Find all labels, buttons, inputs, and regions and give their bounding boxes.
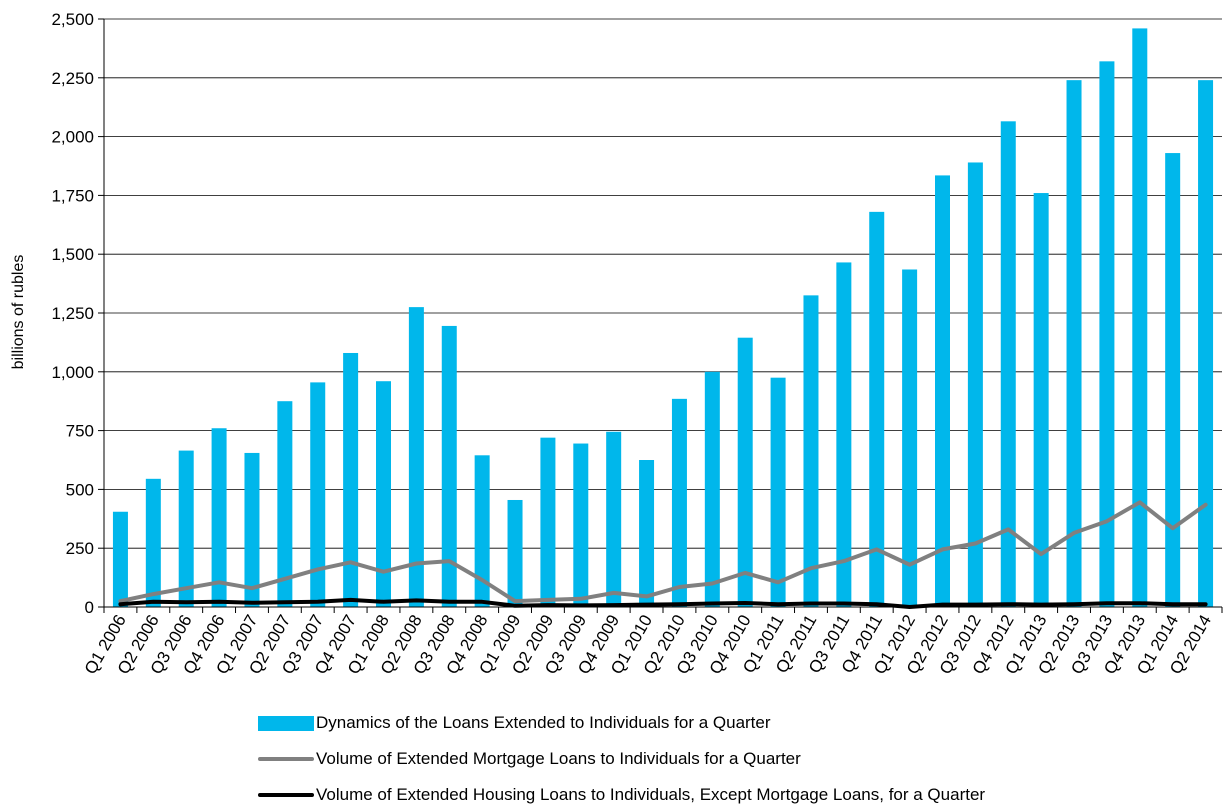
bar	[244, 452, 260, 607]
bar	[1066, 80, 1082, 608]
bar	[836, 262, 852, 607]
y-tick-label: 750	[66, 422, 94, 441]
bar	[145, 478, 161, 607]
bar	[1132, 28, 1148, 607]
bar	[277, 401, 293, 607]
bar	[606, 431, 622, 607]
bar	[770, 377, 786, 607]
mortgage-line	[118, 500, 1208, 604]
bar	[112, 511, 128, 607]
bar	[540, 437, 556, 607]
bar	[211, 428, 227, 607]
y-tick-label: 1,750	[51, 186, 94, 205]
y-tick-label: 1,250	[51, 304, 94, 323]
bar	[803, 295, 819, 607]
bar	[639, 460, 655, 607]
bar	[310, 382, 326, 607]
bar	[376, 381, 391, 607]
bar	[737, 337, 753, 607]
bar	[343, 352, 359, 607]
bar	[1198, 80, 1214, 608]
bar	[474, 455, 490, 607]
line-series	[118, 500, 1208, 609]
bar	[704, 371, 720, 607]
y-tick-label: 2,250	[51, 69, 94, 88]
bar	[507, 499, 523, 607]
axes	[98, 18, 1223, 613]
y-tick-label: 2,000	[51, 128, 94, 147]
housing-line	[118, 597, 1208, 609]
y-tick-label: 1,500	[51, 245, 94, 264]
bar	[408, 307, 424, 607]
bar	[1099, 61, 1115, 607]
bar	[935, 175, 950, 607]
y-tick-label: 2,500	[51, 10, 94, 29]
bar	[178, 450, 194, 607]
bar	[671, 398, 687, 607]
y-tick-label: 0	[85, 598, 94, 617]
y-tick-label: 1,000	[51, 363, 94, 382]
bar	[1000, 121, 1016, 607]
bar	[902, 269, 918, 607]
y-axis-label: billions of rubles	[10, 255, 27, 370]
bar	[967, 162, 983, 608]
y-tick-label: 500	[66, 480, 94, 499]
bar	[1033, 193, 1049, 607]
bar	[869, 211, 885, 607]
bar-series	[112, 28, 1214, 608]
bar	[1165, 153, 1181, 607]
y-tick-label: 250	[66, 539, 94, 558]
grid-lines	[104, 18, 1222, 549]
y-tick-labels: 0 250 500 750 1,000 1,250 1,500 1,750 2,000 2,250…	[51, 10, 94, 617]
bar	[441, 325, 457, 607]
bar	[573, 443, 589, 607]
